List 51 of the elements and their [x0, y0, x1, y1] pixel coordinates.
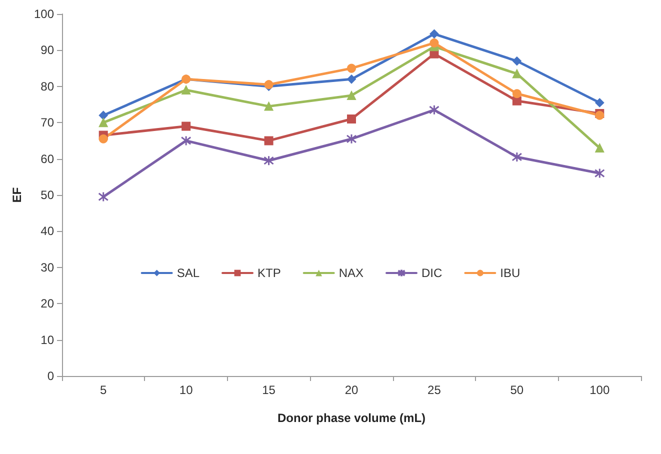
y-tick-label: 30	[40, 260, 54, 274]
x-tick-label: 100	[590, 383, 610, 397]
point	[347, 114, 356, 124]
x-tick-label: 25	[428, 383, 442, 397]
point	[264, 102, 274, 111]
point	[98, 192, 109, 202]
x-tick-label: 10	[179, 383, 194, 397]
y-tick-label: 80	[40, 79, 54, 94]
point	[594, 168, 605, 179]
x-axis-title: Donor phase volume (mL)	[277, 411, 426, 425]
point	[512, 96, 522, 106]
point	[512, 152, 522, 162]
y-tick-label: 0	[47, 369, 54, 383]
point	[346, 134, 357, 144]
point	[512, 89, 522, 98]
point	[595, 98, 604, 108]
legend-label: SAL	[176, 266, 200, 280]
point	[347, 74, 356, 84]
point	[182, 86, 191, 95]
point	[595, 143, 604, 152]
legend-label: NAX	[338, 266, 364, 280]
point	[347, 64, 356, 73]
point	[430, 38, 439, 48]
point	[98, 110, 108, 120]
point	[98, 134, 108, 144]
y-tick-label: 10	[40, 332, 54, 347]
point	[512, 69, 522, 78]
y-tick-label: 20	[40, 296, 54, 311]
point	[347, 90, 356, 100]
y-tick-label: 70	[40, 116, 54, 130]
point	[428, 104, 440, 116]
point	[430, 29, 439, 38]
legend-label: DIC	[422, 266, 443, 280]
point	[98, 118, 108, 128]
y-tick-label: 40	[40, 224, 54, 238]
y-tick-label: 90	[40, 43, 54, 58]
y-axis-title: EF	[10, 187, 24, 203]
y-tick-label: 100	[34, 7, 54, 21]
point	[180, 135, 192, 146]
x-tick-label: 15	[262, 383, 276, 397]
point	[512, 56, 522, 66]
y-tick-label: 60	[40, 152, 54, 166]
x-tick-label: 20	[344, 383, 358, 397]
point	[264, 136, 274, 146]
point	[264, 155, 274, 166]
point	[182, 122, 191, 131]
legend-label: IBU	[500, 266, 520, 280]
x-tick-label: 5	[100, 383, 108, 397]
legend-label: KTP	[258, 266, 281, 280]
y-tick-label: 50	[40, 188, 54, 202]
x-tick-label: 50	[510, 383, 524, 397]
